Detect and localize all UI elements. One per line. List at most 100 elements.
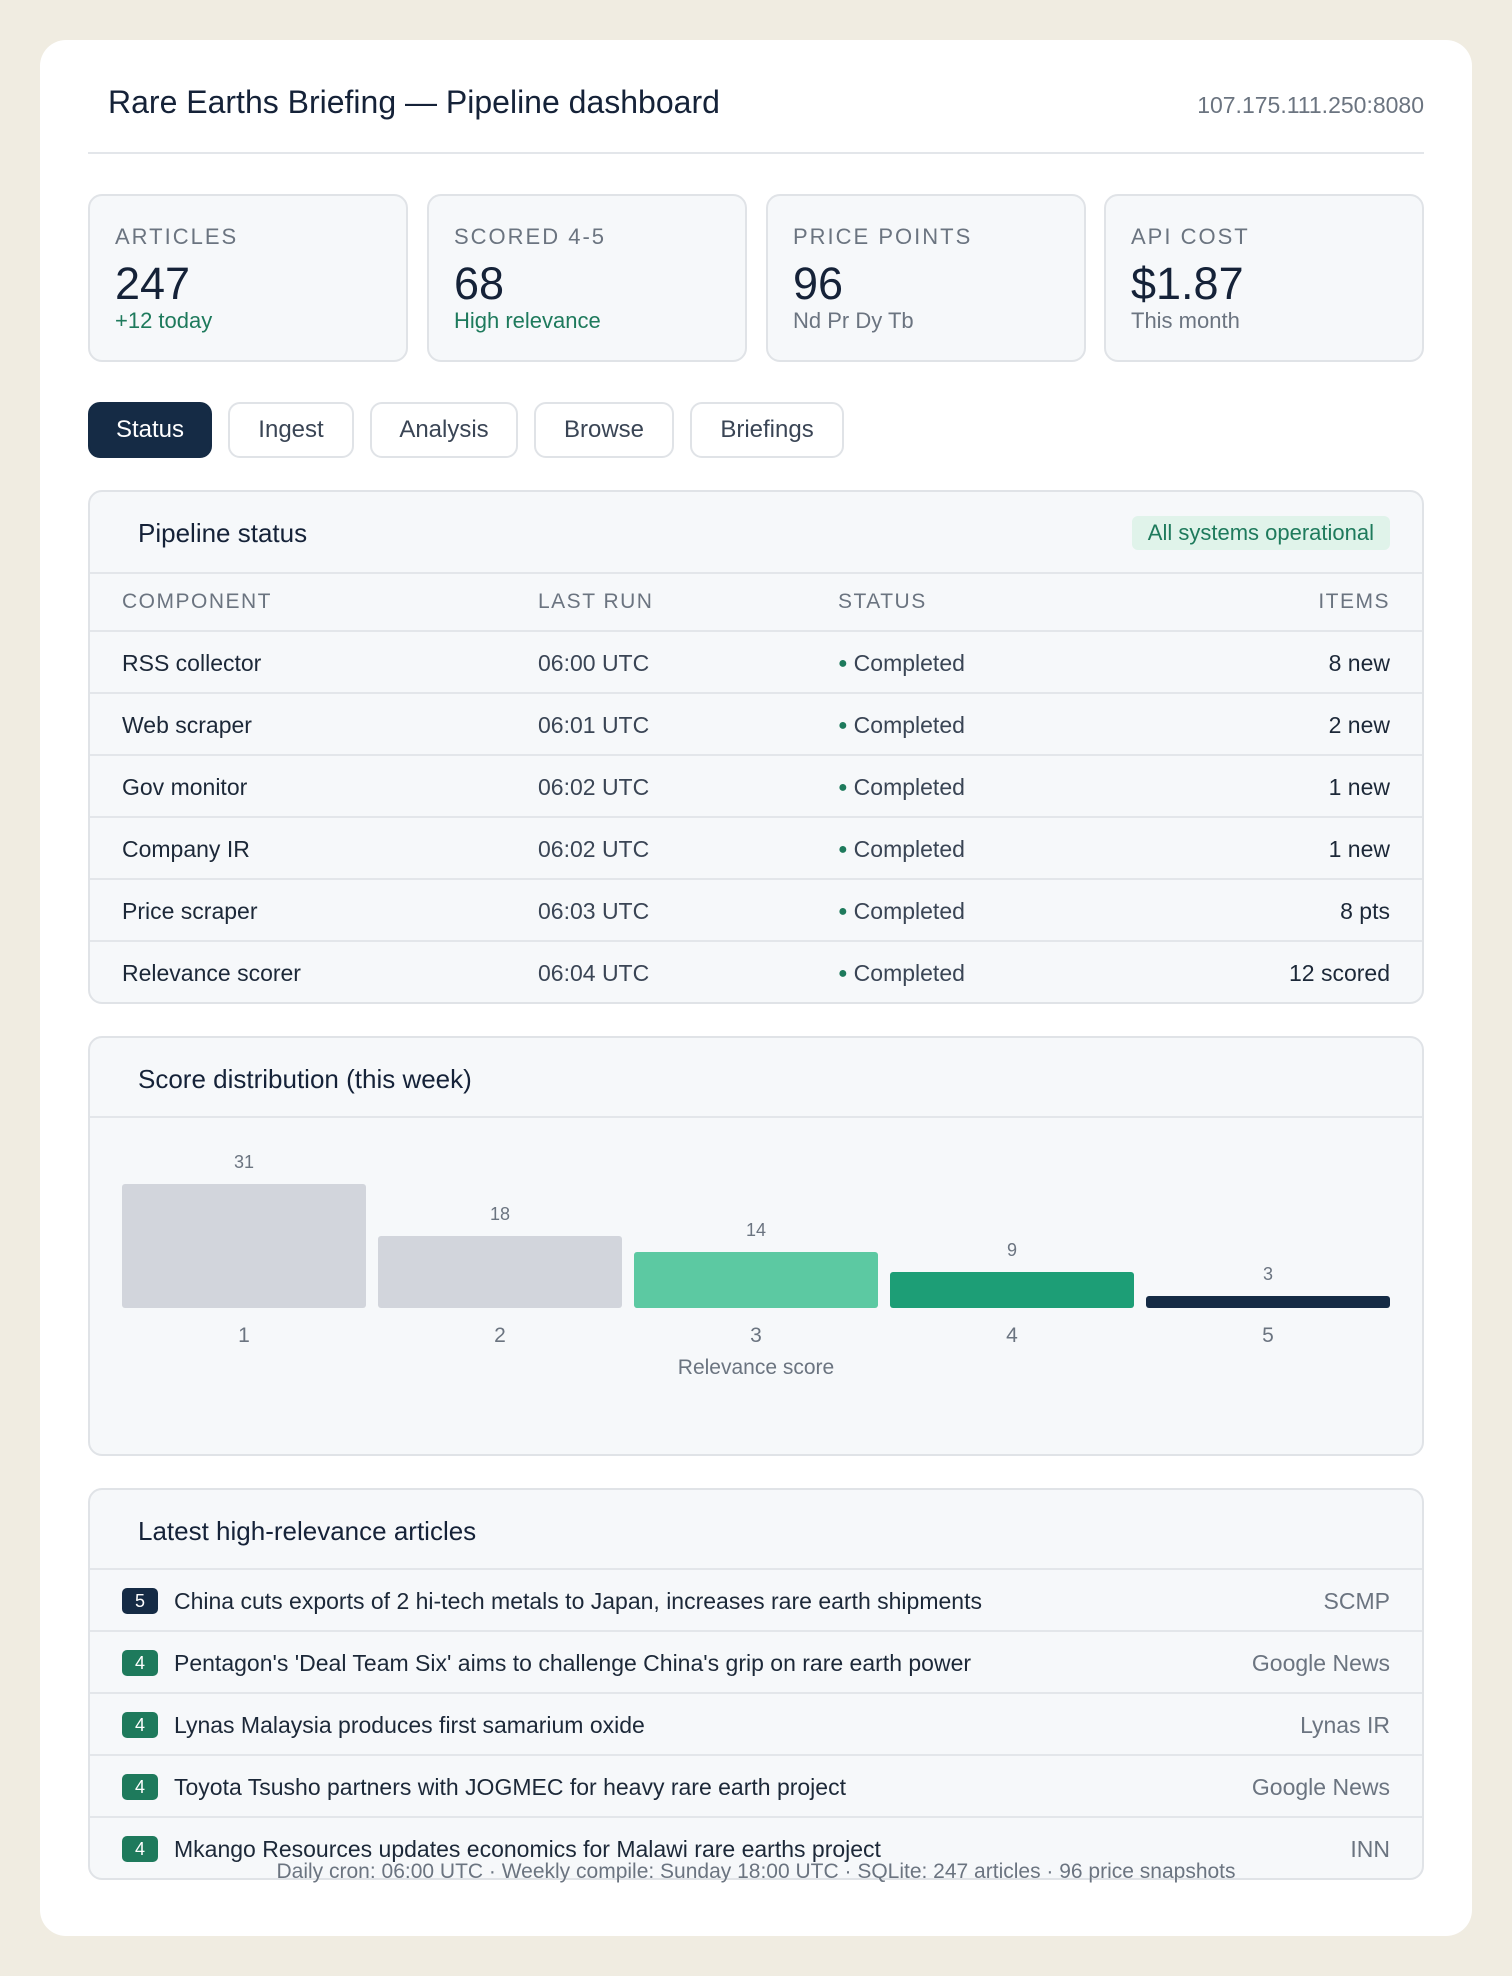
metric-price-points: PRICE POINTS 96 Nd Pr Dy Tb (766, 194, 1086, 362)
status-cell: ● Completed (838, 960, 965, 987)
metric-sub: This month (1131, 308, 1240, 333)
score-badge: 4 (122, 1712, 158, 1738)
status-text: Completed (853, 712, 965, 738)
divider (90, 572, 1422, 574)
x-tick-label: 5 (1262, 1324, 1274, 1347)
tab-briefings[interactable]: Briefings (690, 402, 844, 458)
column-header-last-run: LAST RUN (538, 590, 654, 613)
article-title[interactable]: China cuts exports of 2 hi-tech metals t… (174, 1588, 982, 1614)
article-title[interactable]: Lynas Malaysia produces first samarium o… (174, 1712, 645, 1738)
status-text: Completed (853, 774, 965, 800)
list-item[interactable]: 5 China cuts exports of 2 hi-tech metals… (90, 1568, 1422, 1630)
article-source: Google News (1251, 1774, 1390, 1800)
status-cell: ● Completed (838, 650, 965, 677)
score-badge: 5 (122, 1588, 158, 1614)
bar-score-3 (634, 1252, 878, 1308)
table-row: RSS collector 06:00 UTC ● Completed 8 new (90, 630, 1422, 692)
items-count: 8 new (1328, 650, 1390, 676)
panel-title: Latest high-relevance articles (138, 1516, 477, 1546)
items-count: 8 pts (1340, 898, 1390, 924)
status-text: Completed (853, 650, 965, 676)
article-source: Google News (1251, 1650, 1390, 1676)
last-run: 06:03 UTC (538, 898, 650, 924)
tab-browse[interactable]: Browse (534, 402, 674, 458)
metric-label: ARTICLES (115, 224, 239, 249)
x-tick-label: 2 (494, 1324, 506, 1347)
status-cell: ● Completed (838, 836, 965, 863)
items-count: 1 new (1328, 836, 1390, 862)
list-item[interactable]: 4 Mkango Resources updates economics for… (90, 1816, 1422, 1878)
column-header-status: STATUS (838, 590, 927, 613)
list-item[interactable]: 4 Lynas Malaysia produces first samarium… (90, 1692, 1422, 1754)
dashboard-card: Rare Earths Briefing — Pipeline dashboar… (40, 40, 1472, 1936)
status-cell: ● Completed (838, 898, 965, 925)
metric-label: PRICE POINTS (793, 224, 973, 249)
last-run: 06:04 UTC (538, 960, 650, 986)
items-count: 2 new (1328, 712, 1390, 738)
bar-value-label: 18 (490, 1204, 510, 1224)
score-badge: 4 (122, 1774, 158, 1800)
last-run: 06:02 UTC (538, 836, 650, 862)
panel-title: Score distribution (this week) (138, 1064, 472, 1094)
last-run: 06:01 UTC (538, 712, 650, 738)
metric-api-cost: API COST $1.87 This month (1104, 194, 1424, 362)
metric-value: 68 (454, 258, 505, 309)
list-item[interactable]: 4 Toyota Tsusho partners with JOGMEC for… (90, 1754, 1422, 1816)
status-text: Completed (853, 960, 965, 986)
metric-sub: +12 today (115, 308, 213, 333)
metric-label: SCORED 4-5 (454, 224, 607, 249)
article-source: INN (1350, 1836, 1390, 1862)
article-title[interactable]: Pentagon's 'Deal Team Six' aims to chall… (174, 1650, 972, 1676)
latest-articles-panel: Latest high-relevance articles 5 China c… (88, 1488, 1424, 1880)
score-distribution-panel: Score distribution (this week) 31 1 18 2 14 3… (88, 1036, 1424, 1456)
bar-score-1 (122, 1184, 366, 1308)
score-badge: 4 (122, 1650, 158, 1676)
x-axis-label: Relevance score (678, 1356, 834, 1379)
bar-value-label: 31 (234, 1152, 254, 1172)
article-source: SCMP (1323, 1588, 1390, 1614)
component-name: Company IR (122, 836, 250, 862)
tab-bar: Status Ingest Analysis Browse Briefings (88, 402, 1424, 458)
table-row: Relevance scorer 06:04 UTC ● Completed 12… (90, 940, 1422, 1002)
x-tick-label: 1 (238, 1324, 250, 1347)
article-title[interactable]: Mkango Resources updates economics for M… (174, 1836, 881, 1862)
status-text: Completed (853, 836, 965, 862)
status-dot-icon: ● (838, 655, 848, 672)
score-badge: 4 (122, 1836, 158, 1862)
metric-scored: SCORED 4-5 68 High relevance (427, 194, 747, 362)
article-title[interactable]: Toyota Tsusho partners with JOGMEC for h… (174, 1774, 846, 1800)
status-dot-icon: ● (838, 903, 848, 920)
tab-ingest[interactable]: Ingest (228, 402, 354, 458)
tab-analysis[interactable]: Analysis (370, 402, 518, 458)
bar-value-label: 3 (1263, 1264, 1273, 1284)
status-dot-icon: ● (838, 717, 848, 734)
score-distribution-chart: 31 1 18 2 14 3 9 4 3 5 Relevance score (122, 1152, 1390, 1379)
bar-value-label: 14 (746, 1220, 766, 1240)
bar-score-4 (890, 1272, 1134, 1308)
component-name: Web scraper (122, 712, 252, 738)
last-run: 06:00 UTC (538, 650, 650, 676)
bar-value-label: 9 (1007, 1240, 1017, 1260)
table-row: Gov monitor 06:02 UTC ● Completed 1 new (90, 754, 1422, 816)
column-header-items: ITEMS (1318, 590, 1390, 613)
bar-score-5 (1146, 1296, 1390, 1308)
header: Rare Earths Briefing — Pipeline dashboar… (88, 40, 1424, 154)
metric-label: API COST (1131, 224, 1250, 249)
tab-status[interactable]: Status (88, 402, 212, 458)
page-title: Rare Earths Briefing — Pipeline dashboar… (108, 84, 720, 120)
component-name: RSS collector (122, 650, 262, 676)
last-run: 06:02 UTC (538, 774, 650, 800)
status-cell: ● Completed (838, 774, 965, 801)
metric-sub: Nd Pr Dy Tb (793, 308, 914, 333)
table-row: Price scraper 06:03 UTC ● Completed 8 pts (90, 878, 1422, 940)
x-tick-label: 3 (750, 1324, 762, 1347)
list-item[interactable]: 4 Pentagon's 'Deal Team Six' aims to cha… (90, 1630, 1422, 1692)
table-row: Company IR 06:02 UTC ● Completed 1 new (90, 816, 1422, 878)
status-dot-icon: ● (838, 841, 848, 858)
x-tick-label: 4 (1006, 1324, 1018, 1347)
metric-value: $1.87 (1131, 258, 1244, 309)
metrics-row: ARTICLES 247 +12 today SCORED 4-5 68 Hig… (88, 194, 1424, 362)
article-source: Lynas IR (1300, 1712, 1390, 1738)
items-count: 12 scored (1288, 960, 1390, 986)
footer-status: Daily cron: 06:00 UTC · Weekly compile: … (276, 1860, 1236, 1883)
